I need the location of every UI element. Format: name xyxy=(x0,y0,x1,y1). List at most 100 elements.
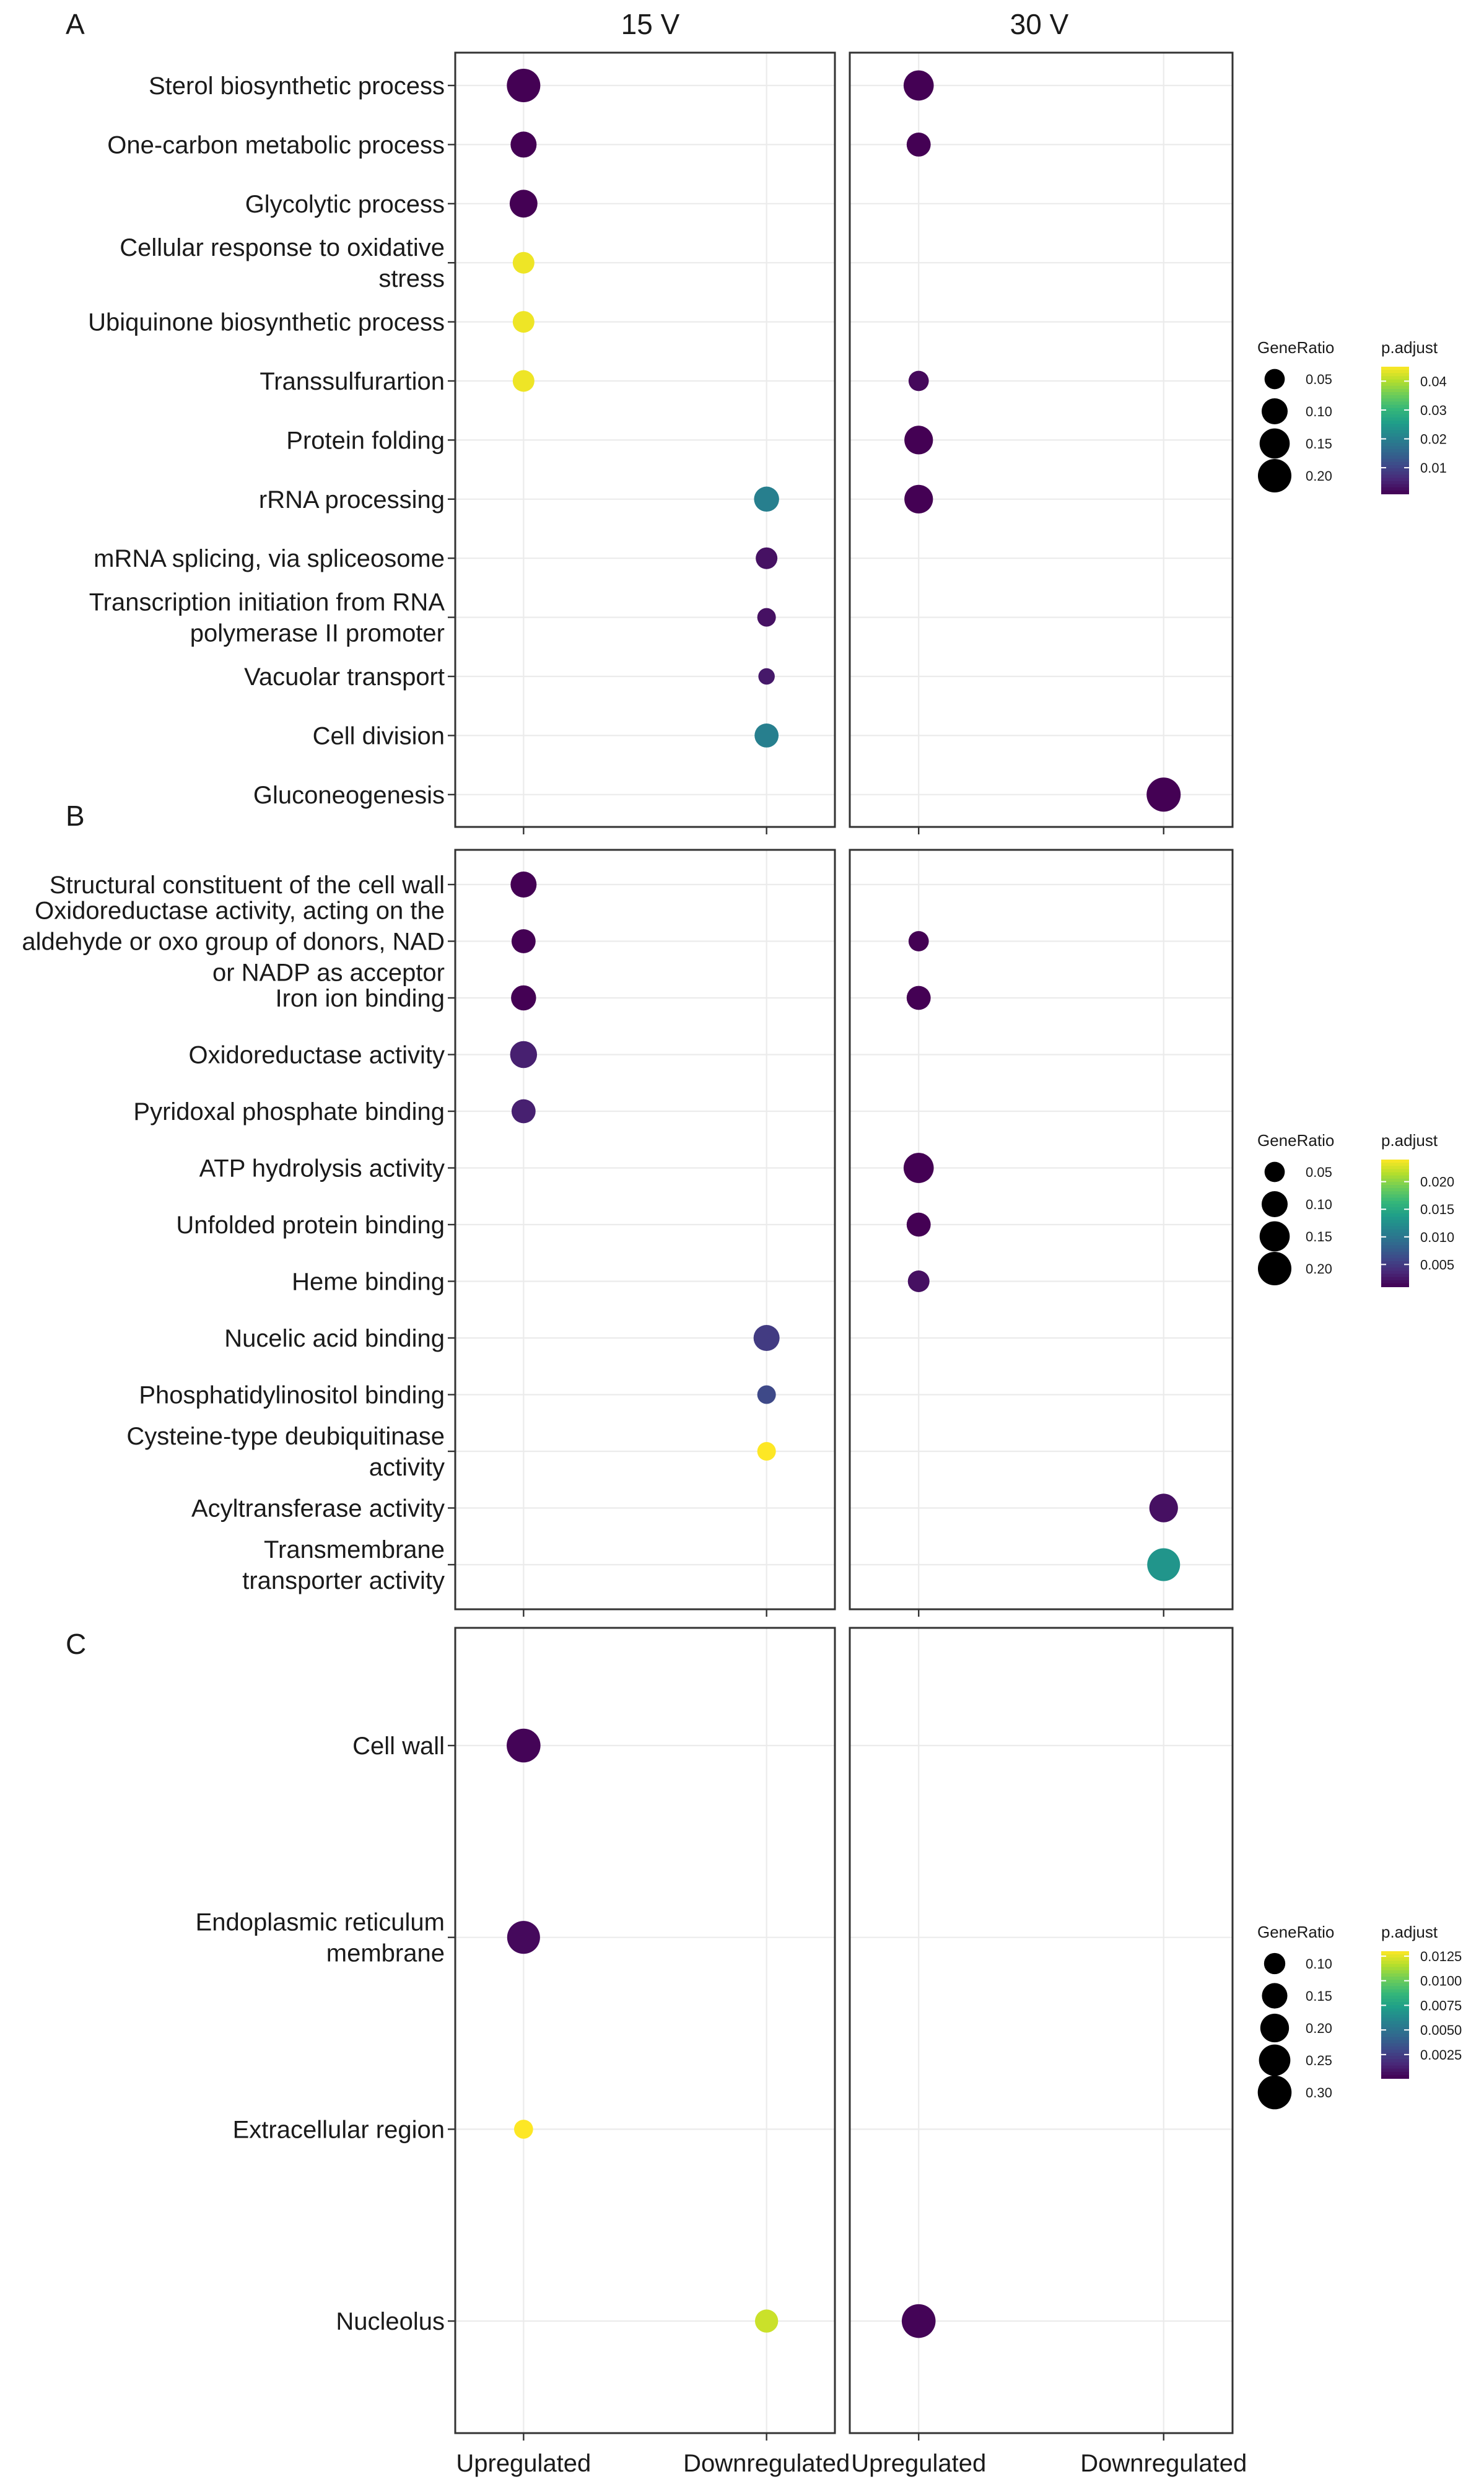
legend-color-label: 0.0025 xyxy=(1420,2047,1462,2063)
y-axis-label-cellular-response-to-oxidative-stress: Cellular response to oxidative stress xyxy=(120,234,445,292)
data-point-sterol-biosynthetic-process-30-v-upregulated xyxy=(903,70,934,101)
legend-colorbar-segment xyxy=(1381,2014,1409,2019)
legend-colorbar-segment xyxy=(1381,1995,1409,2000)
data-point-gluconeogenesis-30-v-downregulated xyxy=(1146,777,1181,812)
data-point-cysteine-type-deubiquitinase-activity-15-v-downregulated xyxy=(757,1441,776,1461)
legend-colorbar-segment xyxy=(1381,443,1409,447)
y-axis-label-cell-wall: Cell wall xyxy=(352,1733,445,1760)
legend-colorbar-segment xyxy=(1381,1197,1409,1202)
facet-border xyxy=(454,1627,836,2434)
legend-colorbar-segment xyxy=(1381,1160,1409,1164)
legend-colorbar-segment xyxy=(1381,1960,1409,1965)
panel-label-a: A xyxy=(66,8,85,40)
data-point-transmembrane-transporter-activity-30-v-downregulated xyxy=(1147,1548,1181,1581)
data-point-cell-wall-15-v-upregulated xyxy=(507,1728,541,1763)
legend-colorbar-segment xyxy=(1381,1232,1409,1236)
legend-colorbar-segment xyxy=(1381,2068,1409,2073)
data-point-ubiquinone-biosynthetic-process-15-v-upregulated xyxy=(512,311,535,333)
legend-size-key xyxy=(1261,1191,1288,1218)
data-point-pyridoxal-phosphate-binding-15-v-upregulated xyxy=(511,1099,536,1124)
legend-colorbar-segment xyxy=(1381,1169,1409,1173)
y-axis-label-unfolded-protein-binding: Unfolded protein binding xyxy=(176,1212,445,1239)
legend-colorbar-segment xyxy=(1381,367,1409,371)
legend-colorbar-segment xyxy=(1381,2037,1409,2041)
legend-colorbar-segment xyxy=(1381,1283,1409,1287)
legend-colorbar-segment xyxy=(1381,1178,1409,1182)
legend-colorbar-segment xyxy=(1381,1236,1409,1240)
legend-colorbar-segment xyxy=(1381,1977,1409,1981)
legend-colorbar-segment xyxy=(1381,468,1409,473)
facet-title-15v: 15 V xyxy=(621,8,680,40)
data-point-transcription-initiation-from-rna-polymerase-ii-promoter-15-v-downregulated xyxy=(757,608,776,627)
legend-size-label: 0.25 xyxy=(1306,2053,1332,2068)
legend-colorbar-segment xyxy=(1381,411,1409,415)
legend-size-key xyxy=(1257,1251,1292,1286)
legend-colorbar-segment xyxy=(1381,1280,1409,1284)
legend-size-label: 0.15 xyxy=(1306,1229,1332,1244)
y-axis-label-cell-division: Cell division xyxy=(313,722,445,750)
plot-area: Sterol biosynthetic process One-carbon me… xyxy=(22,51,1462,2477)
data-point-oxidoreductase-activity-acting-on-the-aldehyde-or-oxo-group-of-donors-nad-or-nadp-as-acceptor-30-v-upregulated xyxy=(908,931,929,951)
legend-color-label: 0.04 xyxy=(1420,374,1447,389)
legend-colorbar-segment xyxy=(1381,404,1409,409)
data-point-sterol-biosynthetic-process-15-v-upregulated xyxy=(507,68,541,103)
legend-size-key xyxy=(1259,428,1290,459)
legend-colorbar-segment xyxy=(1381,487,1409,491)
data-point-one-carbon-metabolic-process-30-v-upregulated xyxy=(906,132,931,157)
legend-colorbar-segment xyxy=(1381,455,1409,460)
y-axis-label-transmembrane-transporter-activity: Transmembrane transporter activity xyxy=(242,1536,445,1594)
x-axis-label-30-v-upregulated: Upregulated xyxy=(851,2450,986,2477)
legend-size-label: 0.20 xyxy=(1306,2021,1332,2036)
legend-size-key xyxy=(1261,398,1288,425)
legend-color-label: 0.0075 xyxy=(1420,1998,1462,2013)
legend-colorbar-segment xyxy=(1381,1175,1409,1179)
legend-colorbar-segment xyxy=(1381,1223,1409,1227)
legend-size-key xyxy=(1257,458,1292,493)
legend-colorbar-segment xyxy=(1381,1213,1409,1218)
legend-colorbar-segment xyxy=(1381,401,1409,406)
legend-colorbar-segment xyxy=(1381,2074,1409,2079)
data-point-structural-constituent-of-the-cell-wall-15-v-upregulated xyxy=(510,871,537,898)
legend-colorbar-segment xyxy=(1381,1220,1409,1224)
legend-size-label: 0.15 xyxy=(1306,436,1332,452)
legend-size-key xyxy=(1262,1983,1288,2009)
data-point-mrna-splicing-via-spliceosome-15-v-downregulated xyxy=(756,547,778,569)
legend-size-title: GeneRatio xyxy=(1257,338,1334,357)
legend-color-label: 0.0125 xyxy=(1420,1949,1462,1964)
legend-colorbar-segment xyxy=(1381,1277,1409,1281)
legend-size-label: 0.10 xyxy=(1306,404,1332,419)
legend-colorbar-segment xyxy=(1381,1207,1409,1211)
legend-colorbar-segment xyxy=(1381,385,1409,390)
legend-colorbar-segment xyxy=(1381,373,1409,377)
x-axis-label-15-v-upregulated: Upregulated xyxy=(456,2450,591,2477)
legend-colorbar-segment xyxy=(1381,1998,1409,2003)
y-axis-label-mrna-splicing-via-spliceosome: mRNA splicing, via spliceosome xyxy=(94,545,445,572)
data-point-cellular-response-to-oxidative-stress-15-v-upregulated xyxy=(512,251,535,274)
data-point-endoplasmic-reticulum-membrane-15-v-upregulated xyxy=(507,1921,540,1954)
data-point-acyltransferase-activity-30-v-downregulated xyxy=(1149,1493,1178,1523)
legend-colorbar-segment xyxy=(1381,1166,1409,1170)
data-point-vacuolar-transport-15-v-downregulated xyxy=(758,668,775,685)
legend-colorbar-segment xyxy=(1381,1967,1409,1971)
legend-colorbar-segment xyxy=(1381,1964,1409,1968)
legend-colorbar-segment xyxy=(1381,481,1409,485)
legend-colorbar-segment xyxy=(1381,490,1409,494)
legend-colorbar-segment xyxy=(1381,1986,1409,1990)
data-point-transsulfurartion-30-v-upregulated xyxy=(908,370,929,391)
legend-size-label: 0.20 xyxy=(1306,468,1332,484)
legend-colorbar-segment xyxy=(1381,1980,1409,1984)
data-point-unfolded-protein-binding-30-v-upregulated xyxy=(906,1212,931,1237)
legend-colorbar-segment xyxy=(1381,1242,1409,1246)
legend-color-label: 0.0100 xyxy=(1420,1973,1462,1989)
legend-colorbar-segment xyxy=(1381,2053,1409,2057)
legend-colorbar-segment xyxy=(1381,1954,1409,1959)
data-point-nucleolus-15-v-downregulated xyxy=(754,2309,779,2333)
legend-size-key xyxy=(1264,369,1285,390)
legend-colorbar-segment xyxy=(1381,449,1409,453)
legend-colorbar-segment xyxy=(1381,2040,1409,2044)
y-axis-label-endoplasmic-reticulum-membrane: Endoplasmic reticulum membrane xyxy=(196,1909,445,1967)
data-point-one-carbon-metabolic-process-15-v-upregulated xyxy=(510,131,537,158)
legend-colorbar-segment xyxy=(1381,1267,1409,1272)
legend-colorbar-segment xyxy=(1381,2049,1409,2053)
legend-colorbar-segment xyxy=(1381,2017,1409,2022)
